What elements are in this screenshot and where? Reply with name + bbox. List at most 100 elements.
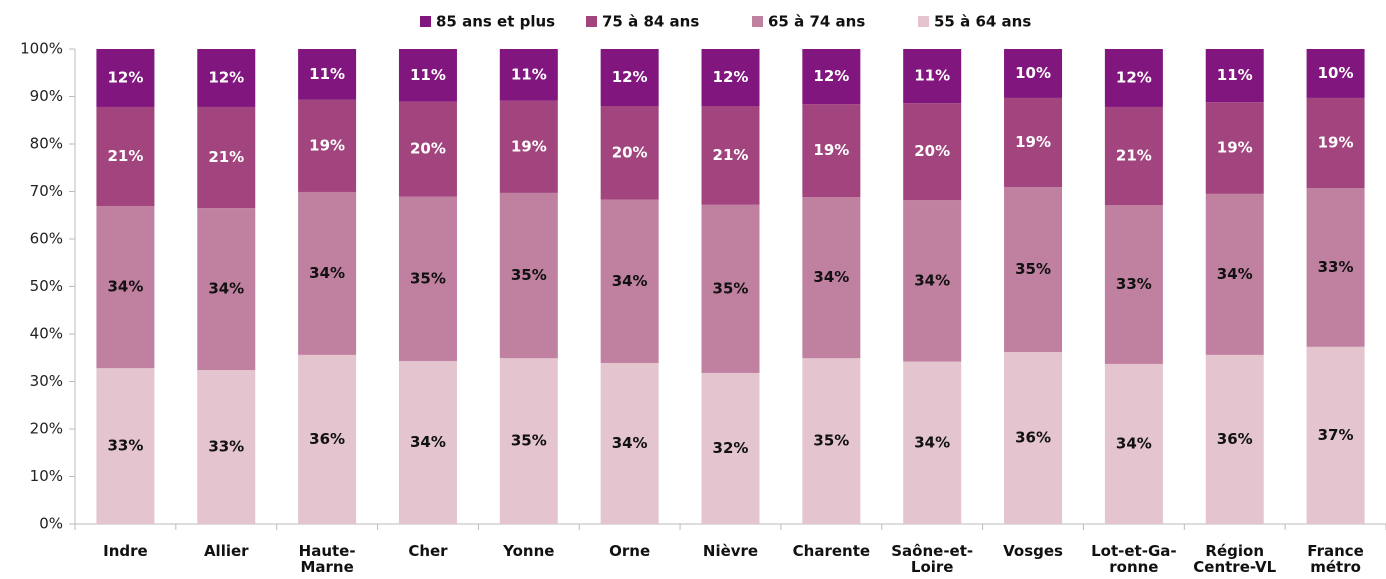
value-label: 34% (107, 278, 143, 296)
bar-segment (903, 49, 962, 104)
value-label: 12% (713, 68, 749, 86)
y-tick-label: 40% (30, 325, 63, 343)
value-label: 34% (612, 434, 648, 452)
value-label: 20% (914, 142, 950, 160)
y-tick-label: 20% (30, 420, 63, 438)
legend-label: 85 ans et plus (436, 13, 555, 31)
bar-segment (802, 197, 861, 359)
bar-segment (197, 370, 256, 524)
x-tick-label: Lot-et-Ga- ronne (1091, 542, 1177, 576)
bar-segment (1104, 205, 1163, 364)
bar-segment (1306, 346, 1365, 524)
value-label: 19% (511, 137, 547, 155)
value-label: 19% (813, 141, 849, 159)
bar-segment (499, 49, 558, 101)
bar-segment (1104, 363, 1163, 524)
bar-segment (1205, 49, 1264, 103)
bar-segment (701, 49, 760, 106)
legend-swatch (918, 16, 929, 27)
value-label: 21% (713, 146, 749, 164)
value-label: 11% (511, 65, 547, 83)
bar-segment (701, 106, 760, 205)
bar-segment (499, 358, 558, 524)
value-label: 35% (813, 432, 849, 450)
value-label: 11% (309, 65, 345, 83)
bar-segment (197, 106, 256, 209)
legend-label: 55 à 64 ans (934, 13, 1031, 31)
x-tick-label: Indre (103, 542, 148, 560)
x-tick-label: Allier (203, 542, 249, 560)
value-label: 33% (1116, 275, 1152, 293)
bar-segment (701, 372, 760, 524)
value-label: 34% (1116, 434, 1152, 452)
y-tick-label: 10% (30, 467, 63, 485)
value-label: 20% (612, 143, 648, 161)
value-label: 34% (612, 272, 648, 290)
x-tick-label: Nièvre (702, 542, 759, 560)
y-tick-label: 30% (30, 372, 63, 390)
y-tick-label: 80% (30, 135, 63, 153)
value-label: 34% (309, 264, 345, 282)
bar-segment (96, 206, 155, 369)
bar-segment (1004, 352, 1063, 524)
bar-segment (600, 49, 659, 106)
bar-segment (1104, 106, 1163, 206)
bar-segment (1306, 188, 1365, 347)
y-tick-label: 50% (30, 277, 63, 295)
value-label: 12% (612, 68, 648, 86)
value-label: 12% (1116, 68, 1152, 86)
value-label: 19% (1217, 139, 1253, 157)
value-label: 33% (208, 438, 244, 456)
value-label: 11% (410, 66, 446, 84)
bar-segment (1205, 354, 1264, 524)
legend-label: 75 à 84 ans (602, 13, 699, 31)
value-label: 10% (1318, 64, 1354, 82)
value-label: 34% (813, 268, 849, 286)
bar-segment (903, 103, 962, 201)
value-label: 34% (410, 433, 446, 451)
value-label: 33% (107, 437, 143, 455)
y-tick-label: 0% (39, 515, 63, 533)
bar-segment (197, 49, 256, 107)
bar-segment (197, 208, 256, 371)
bar-segment (600, 362, 659, 524)
x-tick-label: France métro (1307, 542, 1364, 576)
bar-segment (298, 99, 357, 192)
value-label: 34% (208, 280, 244, 298)
y-tick-label: 100% (20, 40, 63, 58)
bar-segment (1306, 49, 1365, 98)
bar-segment (1205, 102, 1264, 194)
value-label: 19% (1015, 133, 1051, 151)
bar-segment (1004, 49, 1063, 98)
value-label: 37% (1318, 426, 1354, 444)
bar-segment (802, 104, 861, 198)
value-label: 10% (1015, 64, 1051, 82)
bar-segment (398, 196, 457, 362)
bar-segment (1004, 187, 1063, 353)
bar-segment (298, 49, 357, 100)
value-label: 21% (107, 147, 143, 165)
x-tick-label: Saône-et- Loire (891, 542, 974, 576)
value-label: 33% (1318, 258, 1354, 276)
bar-segment (903, 200, 962, 362)
bar-segment (398, 49, 457, 102)
bar-segment (1004, 97, 1063, 188)
value-label: 11% (1217, 66, 1253, 84)
bar-segment (600, 199, 659, 363)
value-label: 35% (713, 279, 749, 297)
x-tick-label: Région Centre-VL (1193, 542, 1277, 576)
value-label: 34% (1217, 265, 1253, 283)
value-label: 19% (1318, 134, 1354, 152)
y-tick-label: 70% (30, 182, 63, 200)
x-tick-label: Cher (408, 542, 448, 560)
x-tick-label: Vosges (1003, 542, 1063, 560)
bar-segment (96, 106, 155, 207)
value-label: 35% (410, 269, 446, 287)
legend-swatch (586, 16, 597, 27)
bar-segment (298, 191, 357, 355)
bar-segment (802, 358, 861, 524)
value-label: 35% (1015, 260, 1051, 278)
value-label: 11% (914, 67, 950, 85)
bar-segment (903, 361, 962, 524)
